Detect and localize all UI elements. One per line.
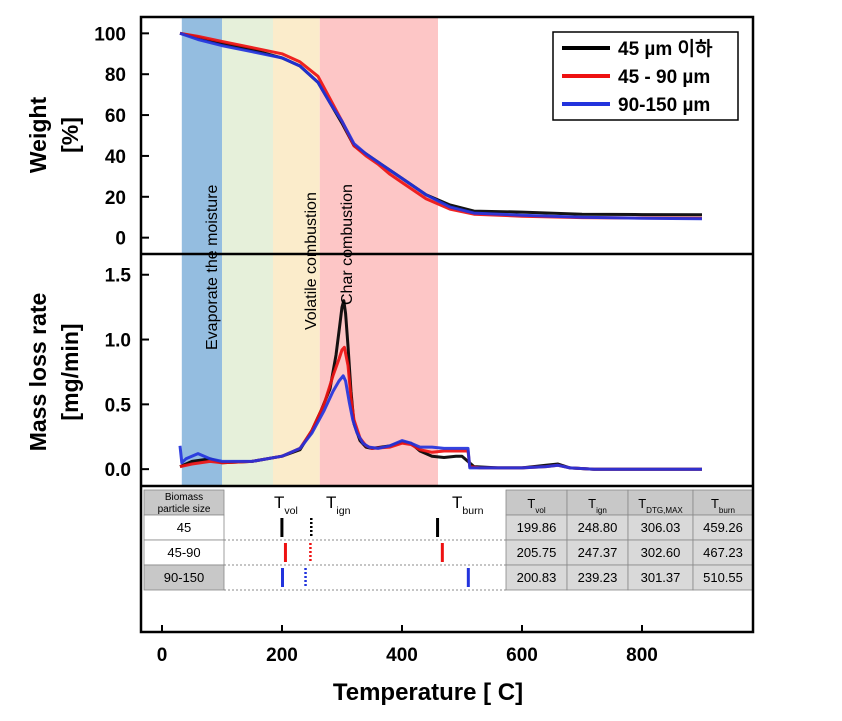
x-tick-label: 0 — [157, 645, 168, 666]
region-dry — [222, 17, 273, 486]
column-header-main: T — [527, 496, 535, 511]
marker-title-burn: Tburn — [452, 493, 484, 517]
value-cell-text: 200.83 — [517, 570, 557, 585]
legend-label-3: 90-150 µm — [618, 95, 710, 116]
x-tick-label: 600 — [506, 645, 538, 666]
region-label-volatile: Volatile combustion — [303, 192, 320, 330]
column-header-cell — [566, 489, 629, 516]
value-cell — [692, 514, 754, 541]
column-header-sub: DTG,MAX — [646, 506, 683, 515]
column-header-sub: burn — [719, 506, 735, 515]
y-tick-label: 100 — [94, 24, 126, 45]
y-axis-title-weight-2: [%] — [57, 117, 83, 153]
temperature-regions: Evaporate the moisture Volatile combustio… — [181, 17, 438, 486]
marker-title-vol-main: T — [274, 493, 284, 512]
size-cell — [143, 564, 225, 591]
value-cell-text: 467.23 — [703, 545, 743, 560]
value-cell-text: 205.75 — [517, 545, 557, 560]
column-header: Tign — [588, 496, 607, 515]
size-cell-text: 45-90 — [167, 545, 200, 560]
y-axis-title-weight-1: Weight — [25, 97, 51, 174]
y-tick-label: 60 — [105, 106, 126, 127]
column-header: Tvol — [527, 496, 545, 515]
value-cell — [566, 564, 629, 591]
value-cell-text: 248.80 — [578, 520, 618, 535]
size-cell — [143, 539, 225, 566]
y-tick-label: 1.0 — [105, 331, 131, 352]
column-header-cell — [627, 489, 694, 516]
value-cell — [505, 514, 568, 541]
size-header-line2: particle size — [158, 504, 211, 515]
marker-title-ign: Tign — [326, 493, 351, 517]
y-tick-label: 0.5 — [105, 395, 132, 416]
marker-title-ign-sub: ign — [336, 505, 350, 517]
value-cell — [566, 539, 629, 566]
y-axis-title-massloss-1: Mass loss rate — [25, 293, 51, 452]
size-header-cell — [143, 489, 225, 516]
value-cell-text: 459.26 — [703, 520, 743, 535]
value-cell-text: 302.60 — [641, 545, 681, 560]
y-axis-title-massloss-2: [mg/min] — [57, 323, 83, 420]
series-line-3 — [178, 374, 702, 471]
value-cell — [505, 564, 568, 591]
size-header-line1: Biomass — [165, 492, 203, 503]
marker-title-burn-main: T — [452, 493, 462, 512]
marker-title-vol: Tvol — [274, 493, 298, 517]
region-char — [319, 17, 438, 486]
value-cell-text: 199.86 — [517, 520, 557, 535]
value-cell — [505, 539, 568, 566]
value-cell-text: 239.23 — [578, 570, 618, 585]
column-header: Tburn — [711, 496, 735, 515]
y-tick-label: 0.0 — [105, 460, 131, 481]
column-header-main: T — [711, 496, 719, 511]
size-cell-text: 90-150 — [164, 570, 204, 585]
series-line-3 — [179, 31, 703, 221]
x-tick-label: 200 — [266, 645, 298, 666]
y-tick-label: 40 — [105, 147, 126, 168]
column-header-sub: vol — [535, 506, 545, 515]
size-cell — [143, 514, 225, 541]
value-cell-text: 247.37 — [578, 545, 618, 560]
value-cell-text: 301.37 — [641, 570, 681, 585]
y-tick-label: 80 — [105, 65, 126, 86]
value-cell — [566, 514, 629, 541]
x-tick-label: 400 — [386, 645, 418, 666]
region-moisture — [181, 17, 222, 486]
x-axis-title: Temperature [ C] — [333, 679, 523, 706]
region-volatile — [273, 17, 320, 486]
legend-label-2: 45 - 90 µm — [618, 67, 710, 88]
y-tick-label: 1.5 — [105, 266, 132, 287]
region-label-char: Char combustion — [339, 184, 356, 305]
y-tick-label: 20 — [105, 188, 126, 209]
column-header-sub: ign — [596, 506, 607, 515]
column-header: TDTG,MAX — [638, 496, 683, 515]
x-axis: 0 200 400 600 800 Temperature [ C] — [157, 625, 658, 706]
marker-title-ign-main: T — [326, 493, 336, 512]
value-cell-text: 510.55 — [703, 570, 743, 585]
legend-label-1: 45 µm 이하 — [618, 38, 713, 60]
legend: 45 µm 이하 45 - 90 µm 90-150 µm — [552, 31, 739, 121]
region-label-moisture: Evaporate the moisture — [204, 184, 221, 350]
outer-frame — [139, 15, 755, 634]
marker-title-burn-sub: burn — [462, 505, 483, 517]
weight-plot: 0 20 40 60 80 100 — [94, 24, 703, 250]
y-tick-label: 0 — [115, 229, 126, 250]
column-header-main: T — [638, 496, 646, 511]
x-tick-label: 800 — [626, 645, 658, 666]
size-cell-text: 45 — [177, 520, 191, 535]
marker-title-vol-sub: vol — [284, 505, 297, 517]
chart-frame — [139, 15, 755, 634]
column-header-main: T — [588, 496, 596, 511]
mass-loss-plot: 0.0 0.5 1.0 1.5 — [105, 266, 702, 481]
y-axis-labels: Weight [%] Mass loss rate [mg/min] — [25, 97, 83, 452]
column-header-cell — [692, 489, 754, 516]
value-cell-text: 306.03 — [641, 520, 681, 535]
